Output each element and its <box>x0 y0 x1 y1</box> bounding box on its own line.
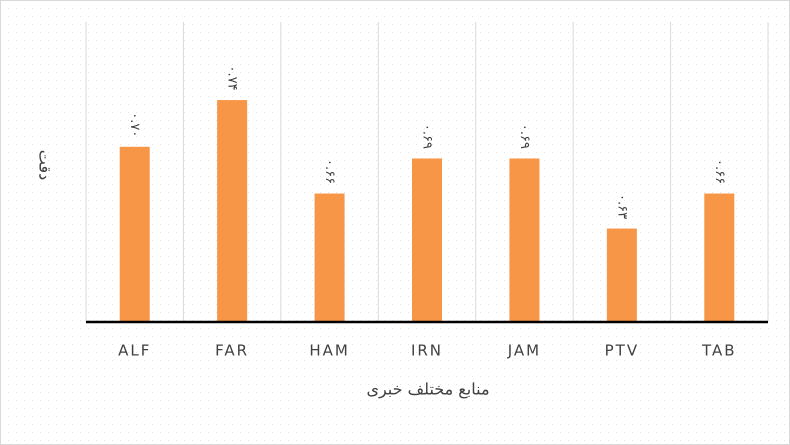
bar <box>509 158 540 322</box>
data-label: ۰.۶۶ <box>712 159 727 184</box>
bar <box>606 228 637 322</box>
data-label: ۰.۷۴ <box>225 66 240 91</box>
x-axis-title: منابع مختلف خبری <box>366 380 489 399</box>
data-label: ۰.۶۳ <box>614 194 629 219</box>
x-tick-label: IRN <box>411 342 443 360</box>
x-tick-label: JAM <box>507 342 541 360</box>
bar <box>217 100 248 322</box>
data-label: ۰.۶۶ <box>322 159 337 184</box>
data-label: ۰.۶۹ <box>517 124 532 149</box>
x-tick-label: TAB <box>701 342 737 360</box>
x-tick-label: ALF <box>118 342 151 360</box>
bar <box>119 146 150 322</box>
data-label: ۰.۶۹ <box>420 124 435 149</box>
y-axis-title: دقت <box>36 150 55 180</box>
x-tick-label: FAR <box>215 342 249 360</box>
bar <box>704 193 735 322</box>
bar <box>314 193 345 322</box>
x-tick-label: PTV <box>605 342 639 360</box>
x-tick-label: HAM <box>309 342 349 360</box>
bar <box>412 158 442 322</box>
data-label: ۰.۷۰ <box>127 112 142 137</box>
